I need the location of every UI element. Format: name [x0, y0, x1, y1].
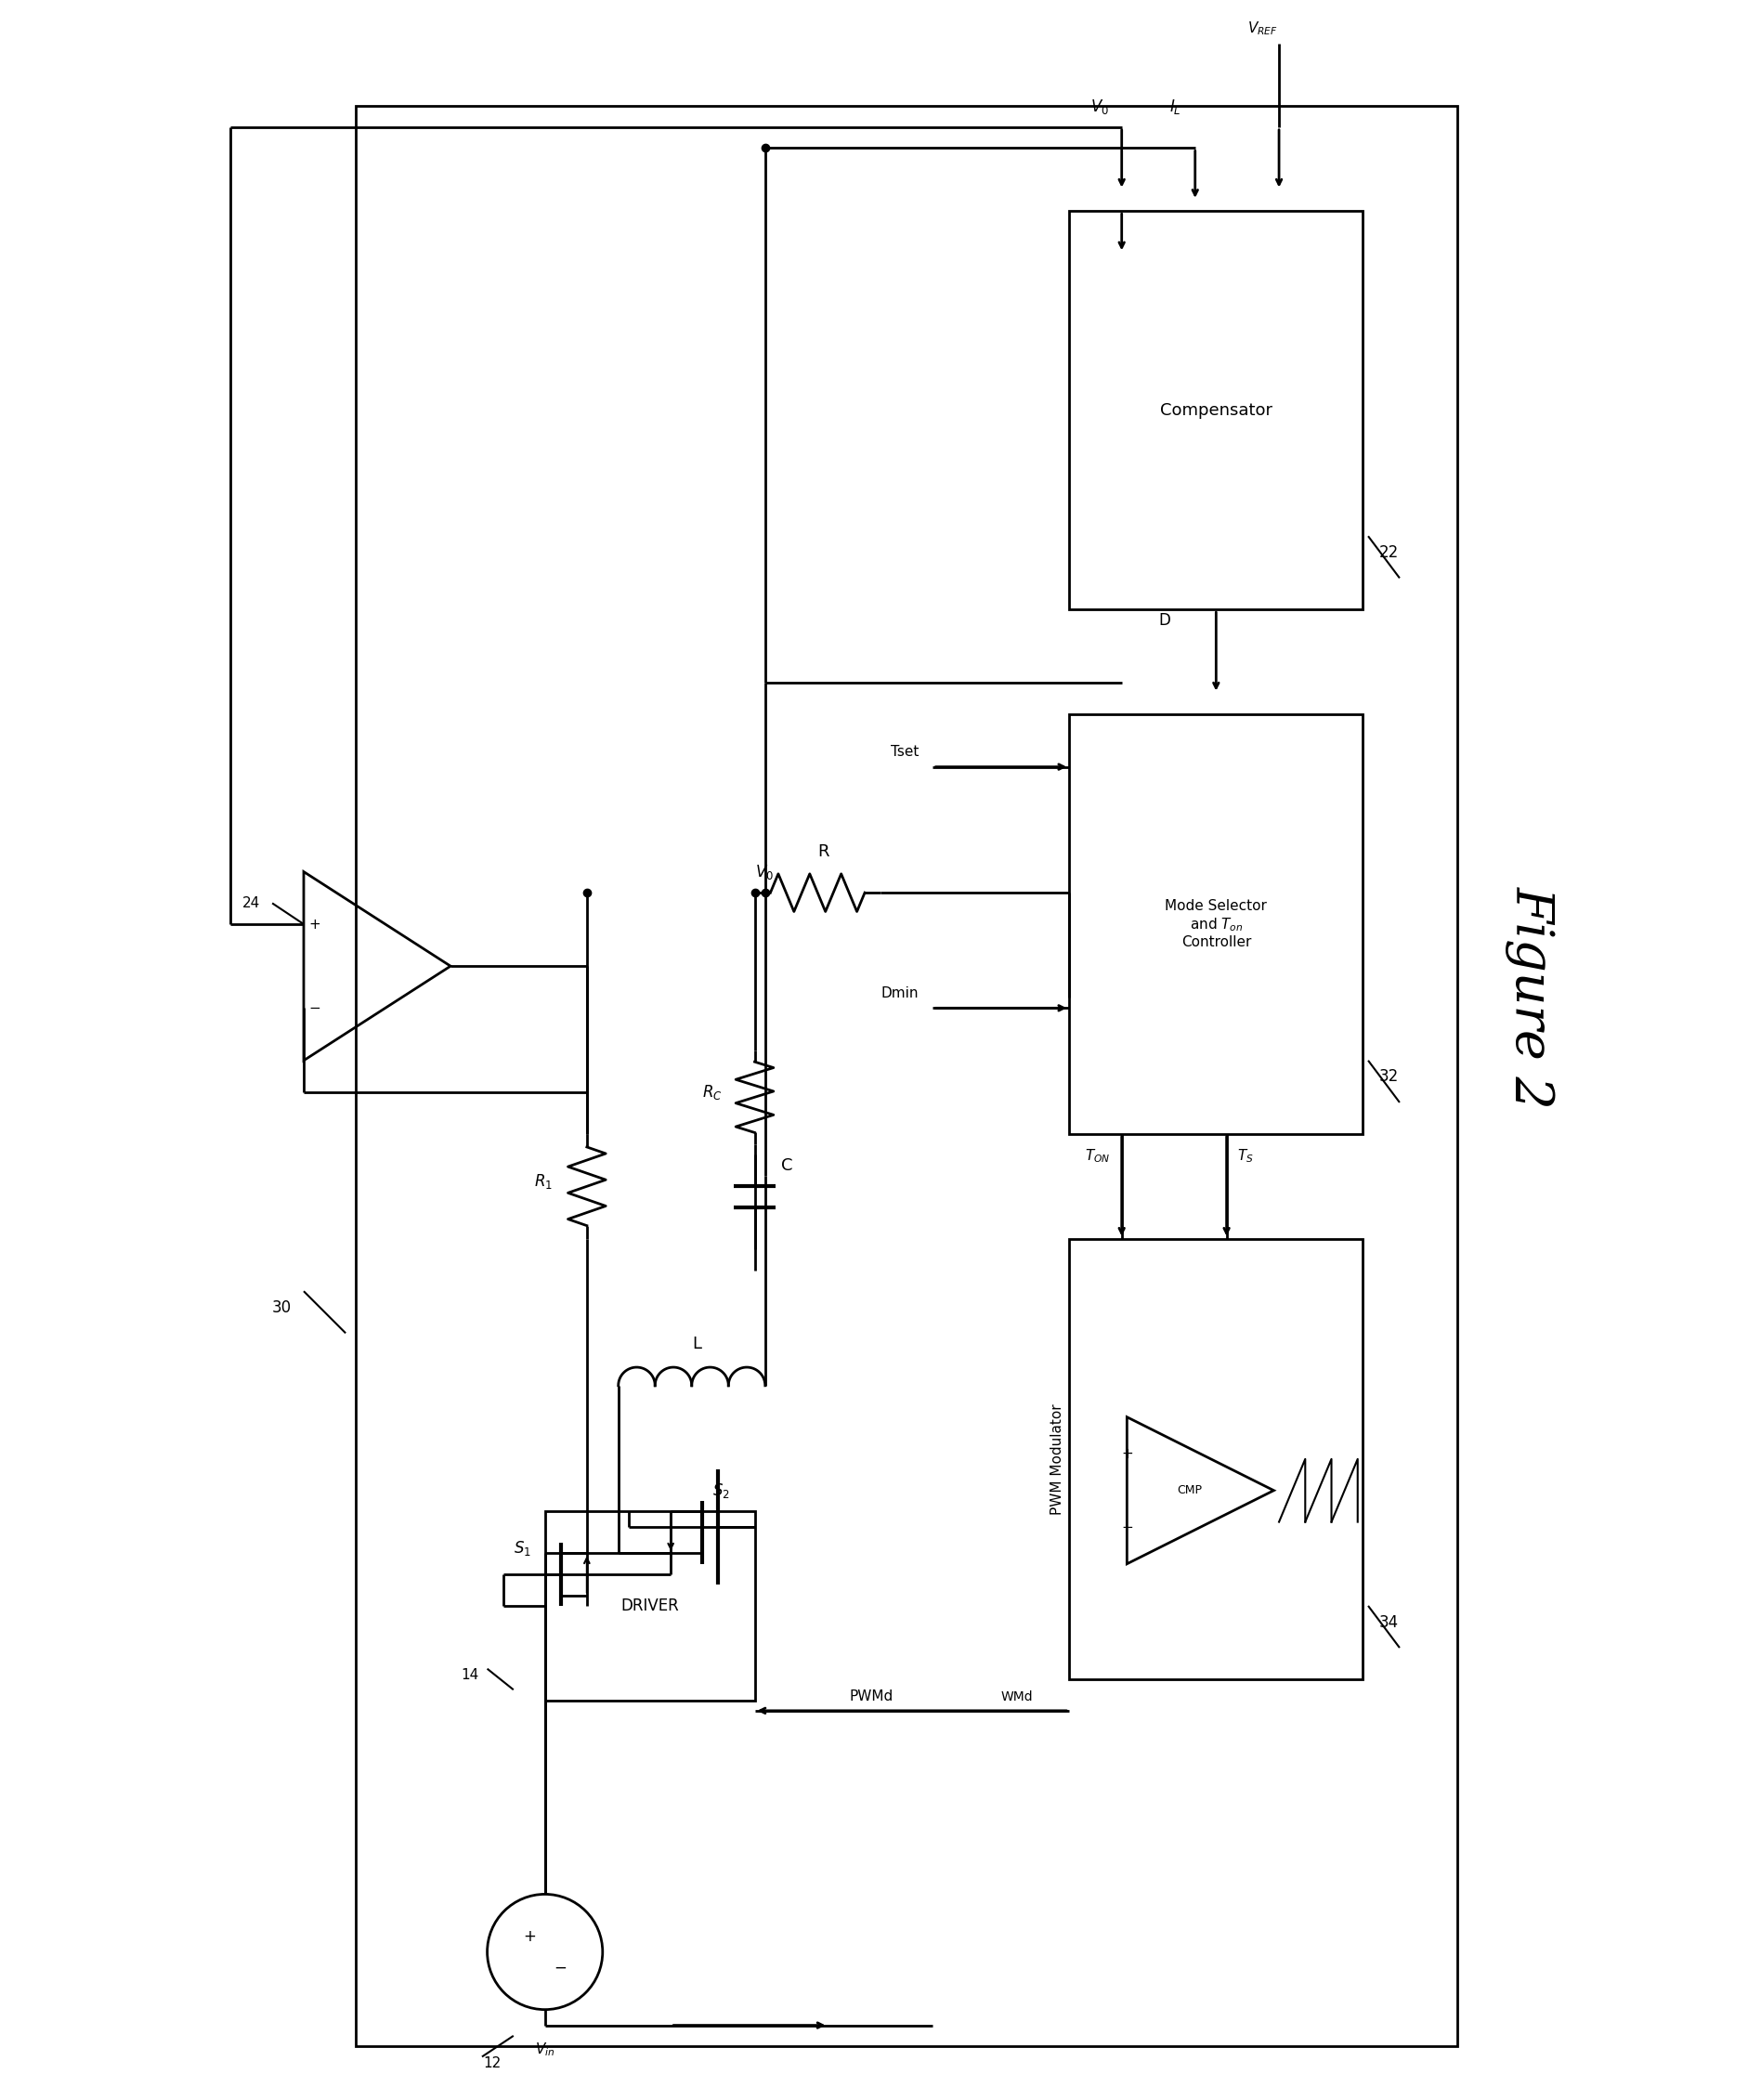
Text: 12: 12: [484, 2056, 502, 2071]
Text: $R_C$: $R_C$: [703, 1084, 722, 1102]
Text: Tset: Tset: [891, 745, 919, 758]
Text: $T_{ON}$: $T_{ON}$: [1085, 1147, 1111, 1166]
Text: $T_S$: $T_S$: [1236, 1147, 1254, 1166]
FancyBboxPatch shape: [1069, 210, 1363, 609]
Text: −: −: [555, 1959, 567, 1976]
Text: 34: 34: [1379, 1613, 1398, 1630]
Text: Compensator: Compensator: [1160, 401, 1271, 418]
Text: $V_0$: $V_0$: [755, 863, 773, 882]
Text: WMd: WMd: [1000, 1690, 1034, 1703]
Text: 14: 14: [461, 1667, 479, 1682]
Text: C: C: [780, 1157, 792, 1174]
Text: $S_1$: $S_1$: [514, 1539, 532, 1558]
FancyBboxPatch shape: [544, 1512, 755, 1701]
Text: Figure 2: Figure 2: [1506, 886, 1557, 1109]
Text: Dmin: Dmin: [880, 987, 917, 1000]
Text: $V_0$: $V_0$: [1090, 97, 1109, 116]
FancyBboxPatch shape: [1069, 714, 1363, 1134]
FancyBboxPatch shape: [1069, 1239, 1363, 1680]
Text: $V_{in}$: $V_{in}$: [535, 2041, 555, 2058]
Text: 24: 24: [243, 897, 261, 909]
Text: PWMd: PWMd: [849, 1688, 893, 1703]
Text: $I_L$: $I_L$: [1169, 97, 1180, 116]
Text: Mode Selector
and $T_{on}$
Controller: Mode Selector and $T_{on}$ Controller: [1166, 899, 1268, 949]
Text: 30: 30: [273, 1300, 292, 1317]
Text: D: D: [1159, 613, 1171, 630]
Text: 22: 22: [1379, 544, 1398, 561]
Text: R: R: [817, 842, 829, 859]
Text: +: +: [1122, 1447, 1132, 1462]
Text: +: +: [523, 1928, 535, 1945]
Text: PWM Modulator: PWM Modulator: [1050, 1403, 1064, 1514]
Text: CMP: CMP: [1178, 1485, 1203, 1497]
Text: $S_2$: $S_2$: [713, 1483, 731, 1499]
Text: −: −: [308, 1002, 321, 1014]
Text: $R_1$: $R_1$: [534, 1172, 553, 1191]
Text: +: +: [308, 918, 321, 930]
Text: 32: 32: [1379, 1069, 1398, 1086]
Text: DRIVER: DRIVER: [620, 1598, 680, 1615]
Text: −: −: [1122, 1520, 1132, 1535]
Text: $V_{REF}$: $V_{REF}$: [1247, 19, 1278, 38]
Text: L: L: [692, 1336, 701, 1352]
